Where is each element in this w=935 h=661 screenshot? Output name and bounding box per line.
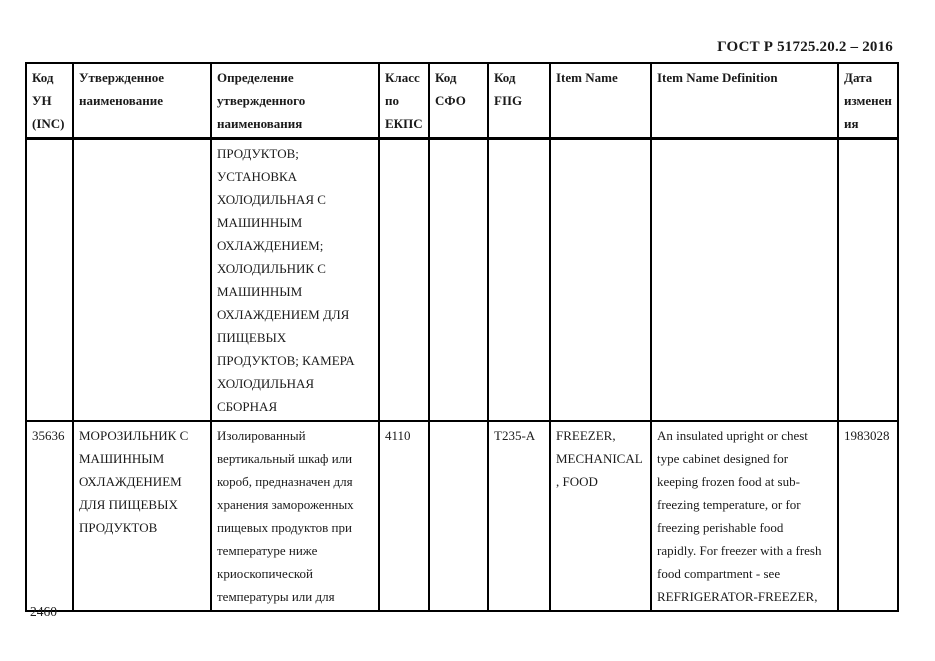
standard-title: ГОСТ Р 51725.20.2 – 2016: [717, 39, 893, 55]
cell-approved-name-definition: ПРОДУКТОВ; УСТАНОВКА ХОЛОДИЛЬНАЯ С МАШИН…: [210, 137, 380, 422]
cell-inc-code: 35636: [25, 420, 74, 612]
table-header-row: Код УН (INC) Утвержденное наименование О…: [25, 62, 899, 140]
column-header-item-name: Item Name: [549, 62, 652, 140]
column-header-inc-code: Код УН (INC): [25, 62, 74, 140]
cell-fiig-code: [487, 137, 551, 422]
item-classification-table: Код УН (INC) Утвержденное наименование О…: [25, 62, 899, 612]
page-number: 2460: [30, 604, 57, 619]
cell-item-name: FREEZER, MECHANICAL , FOOD: [549, 420, 652, 612]
column-header-change-date: Дата изменен ия: [837, 62, 899, 140]
cell-approved-name: МОРОЗИЛЬНИК С МАШИННЫМ ОХЛАЖДЕНИЕМ ДЛЯ П…: [72, 420, 212, 612]
column-header-item-name-definition: Item Name Definition: [650, 62, 839, 140]
cell-approved-name: [72, 137, 212, 422]
table-row-continuation: ПРОДУКТОВ; УСТАНОВКА ХОЛОДИЛЬНАЯ С МАШИН…: [25, 137, 899, 422]
cell-item-name-definition: [650, 137, 839, 422]
cell-item-name: [549, 137, 652, 422]
cell-inc-code: [25, 137, 74, 422]
column-header-fiig-code: Код FIIG: [487, 62, 551, 140]
cell-ekps-class: 4110: [378, 420, 430, 612]
cell-ekps-class: [378, 137, 430, 422]
cell-change-date: 1983028: [837, 420, 899, 612]
cell-approved-name-definition: Изолированный вертикальный шкаф или коро…: [210, 420, 380, 612]
cell-sfo-code: [428, 137, 489, 422]
table-row-35636: 35636 МОРОЗИЛЬНИК С МАШИННЫМ ОХЛАЖДЕНИЕМ…: [25, 420, 899, 612]
column-header-sfo-code: Код СФО: [428, 62, 489, 140]
cell-change-date: [837, 137, 899, 422]
column-header-ekps-class: Класс по ЕКПС: [378, 62, 430, 140]
cell-fiig-code: T235-A: [487, 420, 551, 612]
column-header-approved-name-definition: Определение утвержденного наименования: [210, 62, 380, 140]
cell-sfo-code: [428, 420, 489, 612]
cell-item-name-definition: An insulated upright or chest type cabin…: [650, 420, 839, 612]
column-header-approved-name: Утвержденное наименование: [72, 62, 212, 140]
